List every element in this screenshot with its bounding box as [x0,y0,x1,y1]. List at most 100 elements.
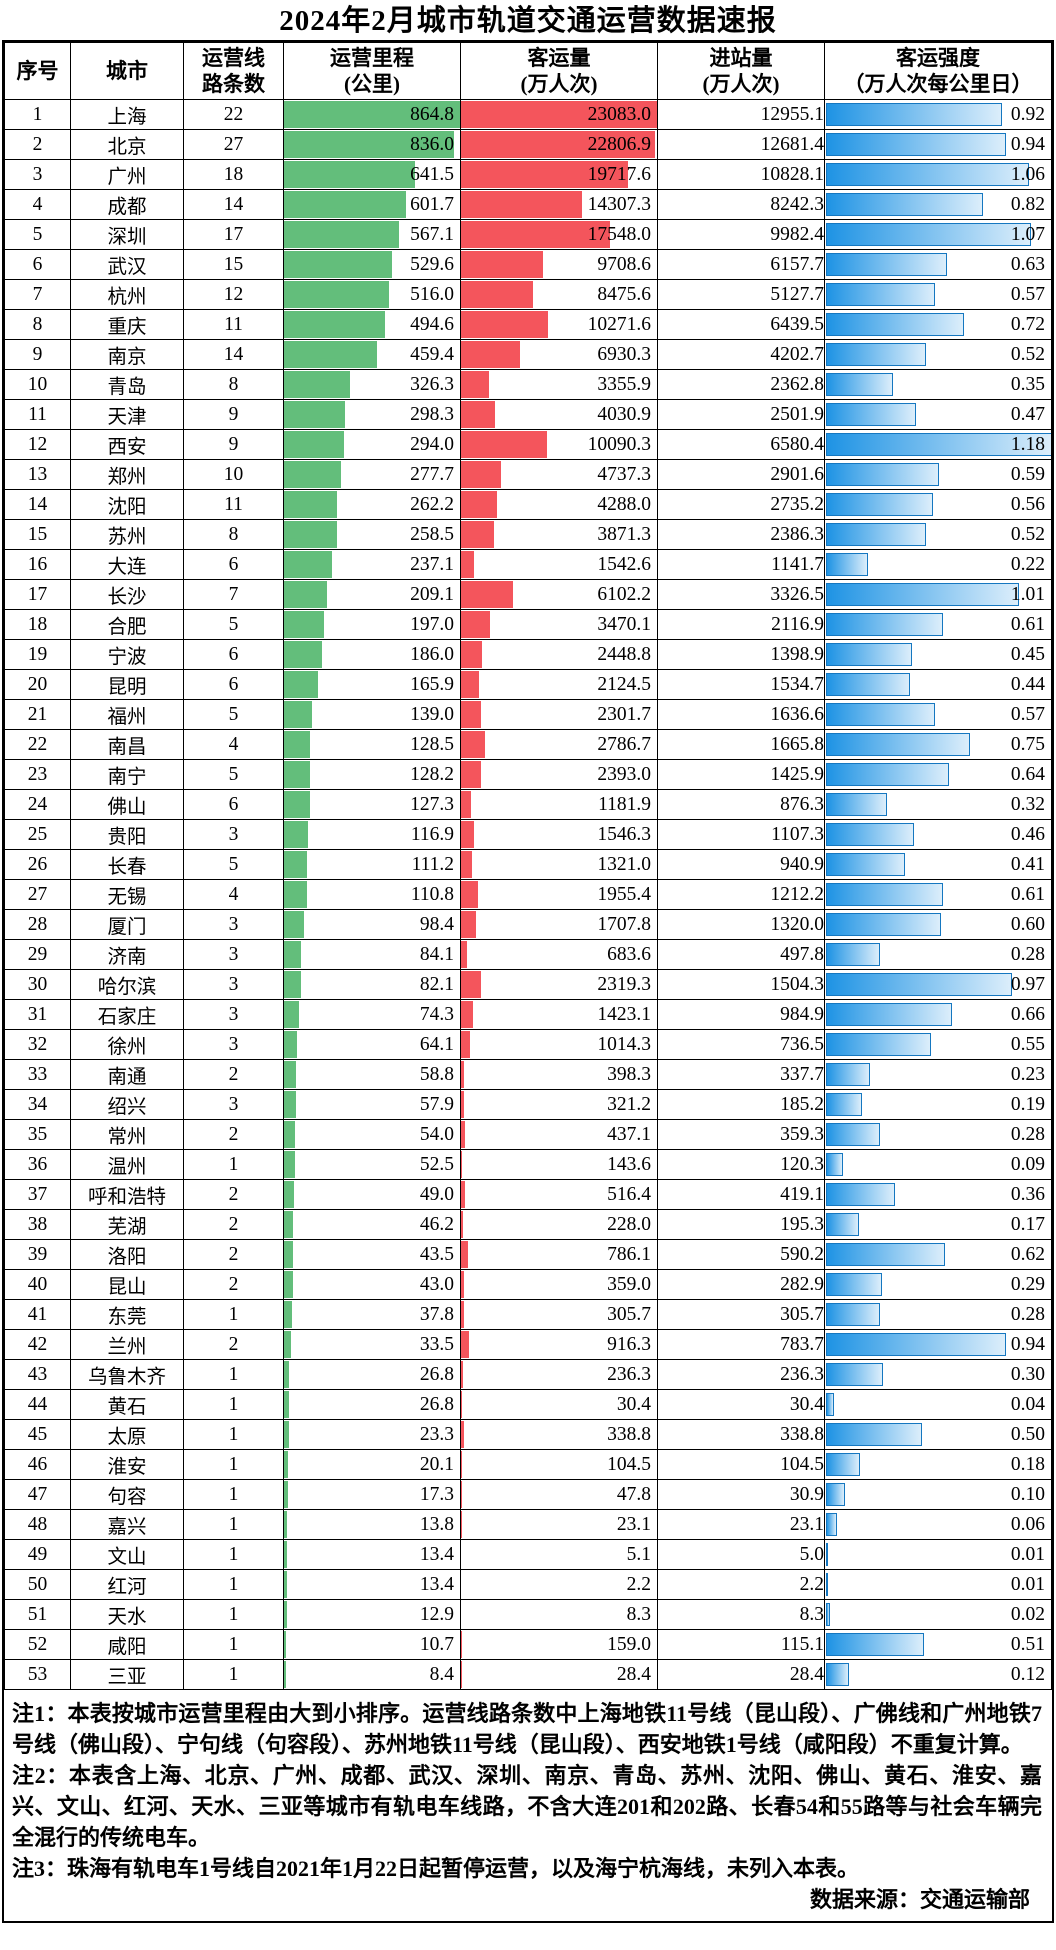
footnote-1: 注1：本表按城市运营里程由大到小排序。运营线路条数中上海地铁11号线（昆山段）、… [12,1701,1042,1757]
mileage-bar [284,1151,295,1178]
cell-mileage: 26.8 [283,1359,461,1390]
cell-city: 宁波 [70,639,184,670]
mileage-bar [284,1451,289,1478]
table-row: 21 福州 5 139.0 2301.7 1636.6 0.57 [4,699,1052,730]
cell-intensity: 0.09 [824,1149,1052,1180]
cell-city: 合肥 [70,609,184,640]
cell-passengers: 2301.7 [460,699,658,730]
cell-line-count: 12 [183,279,284,310]
cell-entries: 282.9 [657,1269,825,1300]
table-row: 19 宁波 6 186.0 2448.8 1398.9 0.45 [4,639,1052,670]
cell-mileage-value: 209.1 [410,583,454,605]
cell-passengers: 5.1 [460,1539,658,1570]
cell-intensity-value: 0.61 [1010,883,1045,905]
cell-seq: 22 [4,729,71,760]
cell-line-count: 9 [183,429,284,460]
cell-intensity-value: 1.06 [1010,163,1045,185]
cell-passengers: 437.1 [460,1119,658,1150]
cell-entries: 2116.9 [657,609,825,640]
cell-entries: 195.3 [657,1209,825,1240]
cell-passengers-value: 1321.0 [597,853,651,875]
cell-intensity: 0.47 [824,399,1052,430]
cell-passengers-value: 786.1 [607,1243,651,1265]
intensity-bar [826,1453,861,1476]
cell-line-count: 5 [183,759,284,790]
passenger-volume-bar [461,1361,463,1388]
cell-passengers-value: 19717.6 [587,163,651,185]
intensity-bar [826,1213,859,1236]
cell-mileage-value: 836.0 [410,133,454,155]
cell-seq: 28 [4,909,71,940]
cell-city: 昆山 [70,1269,184,1300]
cell-passengers-value: 6102.2 [597,583,651,605]
cell-mileage: 13.4 [283,1539,461,1570]
intensity-bar [826,1093,863,1116]
cell-intensity: 0.18 [824,1449,1052,1480]
cell-intensity: 0.23 [824,1059,1052,1090]
mileage-bar [284,1511,287,1538]
passenger-volume-bar [461,161,629,188]
cell-mileage: 128.5 [283,729,461,760]
header-city: 城市 [70,42,184,100]
intensity-bar [826,283,936,306]
cell-entries: 984.9 [657,999,825,1030]
cell-city: 重庆 [70,309,184,340]
cell-city: 三亚 [70,1659,184,1690]
cell-mileage: 116.9 [283,819,461,850]
cell-city: 西安 [70,429,184,460]
cell-passengers: 19717.6 [460,159,658,190]
table-row: 9 南京 14 459.4 6930.3 4202.7 0.52 [4,339,1052,370]
cell-city: 贵阳 [70,819,184,850]
cell-intensity: 0.46 [824,819,1052,850]
cell-intensity: 0.63 [824,249,1052,280]
cell-intensity: 0.92 [824,99,1052,130]
cell-line-count: 7 [183,579,284,610]
cell-passengers-value: 1181.9 [598,793,651,815]
cell-line-count: 3 [183,939,284,970]
cell-passengers-value: 916.3 [607,1333,651,1355]
table-row: 51 天水 1 12.9 8.3 8.3 0.02 [4,1599,1052,1630]
cell-mileage-value: 84.1 [419,943,454,965]
passenger-volume-bar [461,701,481,728]
cell-passengers-value: 2301.7 [597,703,651,725]
cell-intensity-value: 0.01 [1010,1573,1045,1595]
cell-passengers-value: 2448.8 [597,643,651,665]
table-row: 15 苏州 8 258.5 3871.3 2386.3 0.52 [4,519,1052,550]
cell-mileage: 17.3 [283,1479,461,1510]
cell-intensity: 0.55 [824,1029,1052,1060]
cell-passengers-value: 3470.1 [597,613,651,635]
mileage-bar [284,881,307,908]
cell-intensity: 1.06 [824,159,1052,190]
cell-entries: 1141.7 [657,549,825,580]
cell-line-count: 2 [183,1269,284,1300]
cell-passengers: 104.5 [460,1449,658,1480]
cell-passengers-value: 143.6 [607,1153,651,1175]
table-row: 46 淮安 1 20.1 104.5 104.5 0.18 [4,1449,1052,1480]
passenger-volume-bar [461,911,476,938]
cell-intensity-value: 0.46 [1010,823,1045,845]
cell-mileage: 209.1 [283,579,461,610]
cell-seq: 9 [4,339,71,370]
cell-intensity: 0.52 [824,519,1052,550]
header-intensity: 客运强度 （万人次每公里日） [824,42,1052,100]
cell-intensity-value: 0.51 [1010,1633,1045,1655]
cell-mileage: 74.3 [283,999,461,1030]
cell-mileage: 516.0 [283,279,461,310]
cell-seq: 45 [4,1419,71,1450]
cell-intensity-value: 0.56 [1010,493,1045,515]
cell-intensity-value: 0.41 [1010,853,1045,875]
cell-mileage: 12.9 [283,1599,461,1630]
cell-mileage-value: 98.4 [419,913,454,935]
cell-passengers: 30.4 [460,1389,658,1420]
cell-passengers: 143.6 [460,1149,658,1180]
cell-city: 南宁 [70,759,184,790]
cell-intensity-value: 0.44 [1010,673,1045,695]
cell-entries: 6439.5 [657,309,825,340]
intensity-bar [826,463,939,486]
table-row: 35 常州 2 54.0 437.1 359.3 0.28 [4,1119,1052,1150]
cell-passengers-value: 2393.0 [597,763,651,785]
cell-passengers: 8.3 [460,1599,658,1630]
cell-mileage-value: 82.1 [419,973,454,995]
cell-mileage: 13.4 [283,1569,461,1600]
cell-seq: 3 [4,159,71,190]
